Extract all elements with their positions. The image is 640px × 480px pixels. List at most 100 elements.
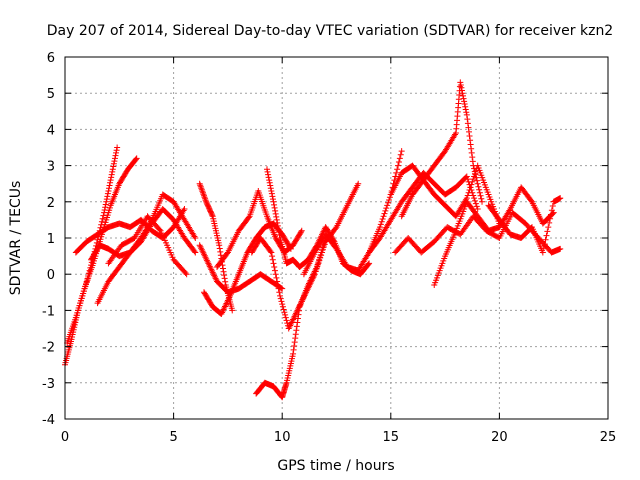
data-point	[269, 253, 276, 260]
data-point	[379, 215, 386, 222]
y-axis-ticks: -4 -3 -2 -1 0 1 2 3 4 5 6	[42, 51, 608, 428]
data-point	[465, 128, 472, 135]
data-point	[471, 197, 478, 204]
series-track-l	[248, 180, 362, 332]
data-point	[109, 168, 116, 175]
data-point	[276, 289, 283, 296]
data-point	[467, 137, 474, 144]
series-track-f	[105, 213, 190, 278]
data-point	[221, 272, 228, 279]
data-point	[110, 160, 117, 167]
data-point	[366, 260, 373, 267]
data-point	[107, 179, 114, 186]
data-point	[277, 295, 284, 302]
data-point	[282, 311, 289, 318]
data-point	[156, 226, 163, 233]
data-point	[461, 98, 468, 105]
data-point	[457, 79, 464, 86]
data-point	[312, 268, 319, 275]
data-point	[268, 190, 275, 197]
series-track-t	[485, 195, 564, 256]
data-point	[313, 265, 320, 272]
y-tick-label: -4	[42, 413, 55, 428]
data-point	[465, 124, 472, 131]
y-tick-label: 5	[47, 87, 55, 102]
data-point	[460, 92, 467, 99]
y-tick-label: -2	[42, 341, 55, 356]
data-point	[468, 149, 475, 156]
data-point	[269, 196, 276, 203]
data-point	[113, 149, 120, 156]
data-point	[220, 268, 227, 275]
data-point	[471, 165, 478, 172]
data-point	[110, 163, 117, 170]
data-point	[282, 314, 289, 321]
data-point	[460, 95, 467, 102]
data-point	[272, 207, 279, 214]
data-point	[269, 193, 276, 200]
data-point	[266, 177, 273, 184]
data-point	[114, 144, 121, 151]
data-point	[216, 245, 223, 252]
data-point	[467, 184, 474, 191]
data-point	[457, 82, 464, 89]
series-track-n	[300, 148, 405, 278]
data-point	[298, 227, 305, 234]
data-point	[268, 249, 275, 256]
data-point	[557, 245, 564, 252]
data-point	[466, 187, 473, 194]
data-point	[294, 319, 301, 326]
data-point	[459, 90, 466, 97]
data-point	[133, 155, 140, 162]
y-tick-label: 0	[47, 268, 55, 283]
data-point	[365, 261, 372, 268]
data-point	[274, 278, 281, 285]
data-point	[220, 265, 227, 272]
data-point	[475, 183, 482, 190]
data-point	[544, 228, 551, 235]
data-point	[479, 198, 486, 205]
data-point	[109, 166, 116, 173]
data-point	[385, 199, 392, 206]
data-point	[274, 282, 281, 289]
data-point	[464, 176, 471, 183]
data-point	[273, 213, 280, 220]
x-tick-label: 0	[61, 430, 69, 445]
data-point	[266, 179, 273, 186]
data-point	[463, 173, 470, 180]
data-point	[229, 307, 236, 314]
data-point	[465, 189, 472, 196]
data-point	[271, 263, 278, 270]
data-point	[470, 192, 477, 199]
data-point	[103, 198, 110, 205]
data-point	[355, 180, 362, 187]
data-point	[294, 315, 301, 322]
data-point	[271, 267, 278, 274]
data-point	[105, 187, 112, 194]
data-point	[393, 169, 400, 176]
data-point	[181, 206, 188, 213]
data-point	[132, 156, 139, 163]
data-point	[398, 148, 405, 155]
data-point	[293, 323, 300, 330]
data-point	[272, 210, 279, 217]
data-point	[458, 84, 465, 91]
data-point	[318, 252, 325, 259]
data-point	[191, 248, 198, 255]
data-point	[298, 228, 305, 235]
data-point	[384, 202, 391, 209]
data-point	[394, 166, 401, 173]
data-point	[274, 219, 281, 226]
y-tick-label: 6	[47, 51, 55, 66]
data-point	[472, 200, 479, 207]
y-tick-label: 3	[47, 160, 55, 175]
data-point	[469, 158, 476, 165]
data-point	[376, 224, 383, 231]
data-point	[183, 271, 190, 278]
data-point	[105, 185, 112, 192]
x-axis-label: GPS time / hours	[277, 458, 394, 474]
x-tick-label: 5	[169, 430, 177, 445]
data-point	[381, 210, 388, 217]
data-point	[217, 252, 224, 259]
y-axis-label: SDTVAR / TECUs	[8, 181, 24, 296]
